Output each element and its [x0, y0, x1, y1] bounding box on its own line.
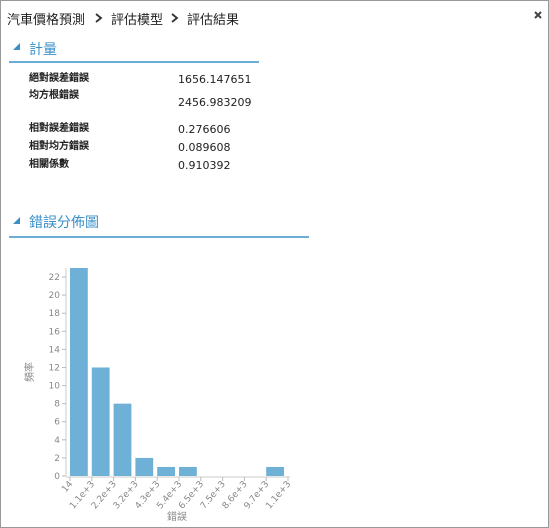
y-tick-label: 14 [49, 345, 61, 355]
y-tick-label: 16 [49, 327, 61, 337]
x-tick-label: 14 [60, 479, 75, 494]
metric-label: 相對誤差錯誤 [29, 123, 89, 134]
y-tick-label: 2 [54, 454, 60, 464]
metric-value: 0.276606 [178, 123, 231, 136]
section-title[interactable]: 錯誤分佈圖 [29, 215, 99, 231]
metric-value: 1656.147651 [178, 73, 252, 86]
y-tick-label: 12 [49, 363, 60, 373]
y-tick-label: 4 [54, 436, 60, 446]
y-tick-label: 10 [49, 382, 61, 392]
bar [266, 466, 284, 476]
metric-label: 相關係數 [29, 159, 69, 170]
x-axis-label: 錯誤 [167, 510, 187, 523]
metric-label: 絕對誤差錯誤 [29, 73, 89, 84]
y-tick-label: 22 [49, 273, 60, 283]
close-button[interactable] [534, 11, 542, 19]
metric-label: 均方根錯誤 [29, 90, 79, 101]
collapse-icon[interactable] [13, 43, 21, 51]
chevron [171, 13, 179, 23]
bar [91, 367, 110, 476]
section-rule [9, 236, 309, 238]
y-axis-label: 頻率 [23, 362, 36, 382]
y-tick-label: 0 [54, 472, 60, 482]
y-tick-label: 18 [49, 309, 61, 319]
bar [135, 457, 154, 476]
breadcrumb-item: 評估結果 [187, 13, 240, 28]
bar [70, 268, 88, 476]
y-tick-label: 6 [54, 418, 60, 428]
section-title[interactable]: 計量 [29, 42, 57, 58]
metric-value: 0.089608 [178, 141, 231, 154]
metric-value: 0.910392 [178, 159, 231, 172]
section-rule [9, 61, 259, 63]
breadcrumb-item[interactable]: 評估模型 [111, 13, 164, 28]
collapse-icon[interactable] [13, 217, 21, 225]
metric-label: 相對均方錯誤 [29, 141, 89, 152]
chevron [95, 13, 103, 23]
bar [157, 466, 175, 476]
bar [113, 403, 132, 476]
breadcrumb-item[interactable]: 汽車價格預測 [7, 13, 86, 28]
bar [179, 466, 197, 476]
y-tick-label: 8 [54, 400, 60, 410]
y-tick-label: 20 [49, 291, 61, 301]
metric-value: 2456.983209 [178, 96, 252, 109]
